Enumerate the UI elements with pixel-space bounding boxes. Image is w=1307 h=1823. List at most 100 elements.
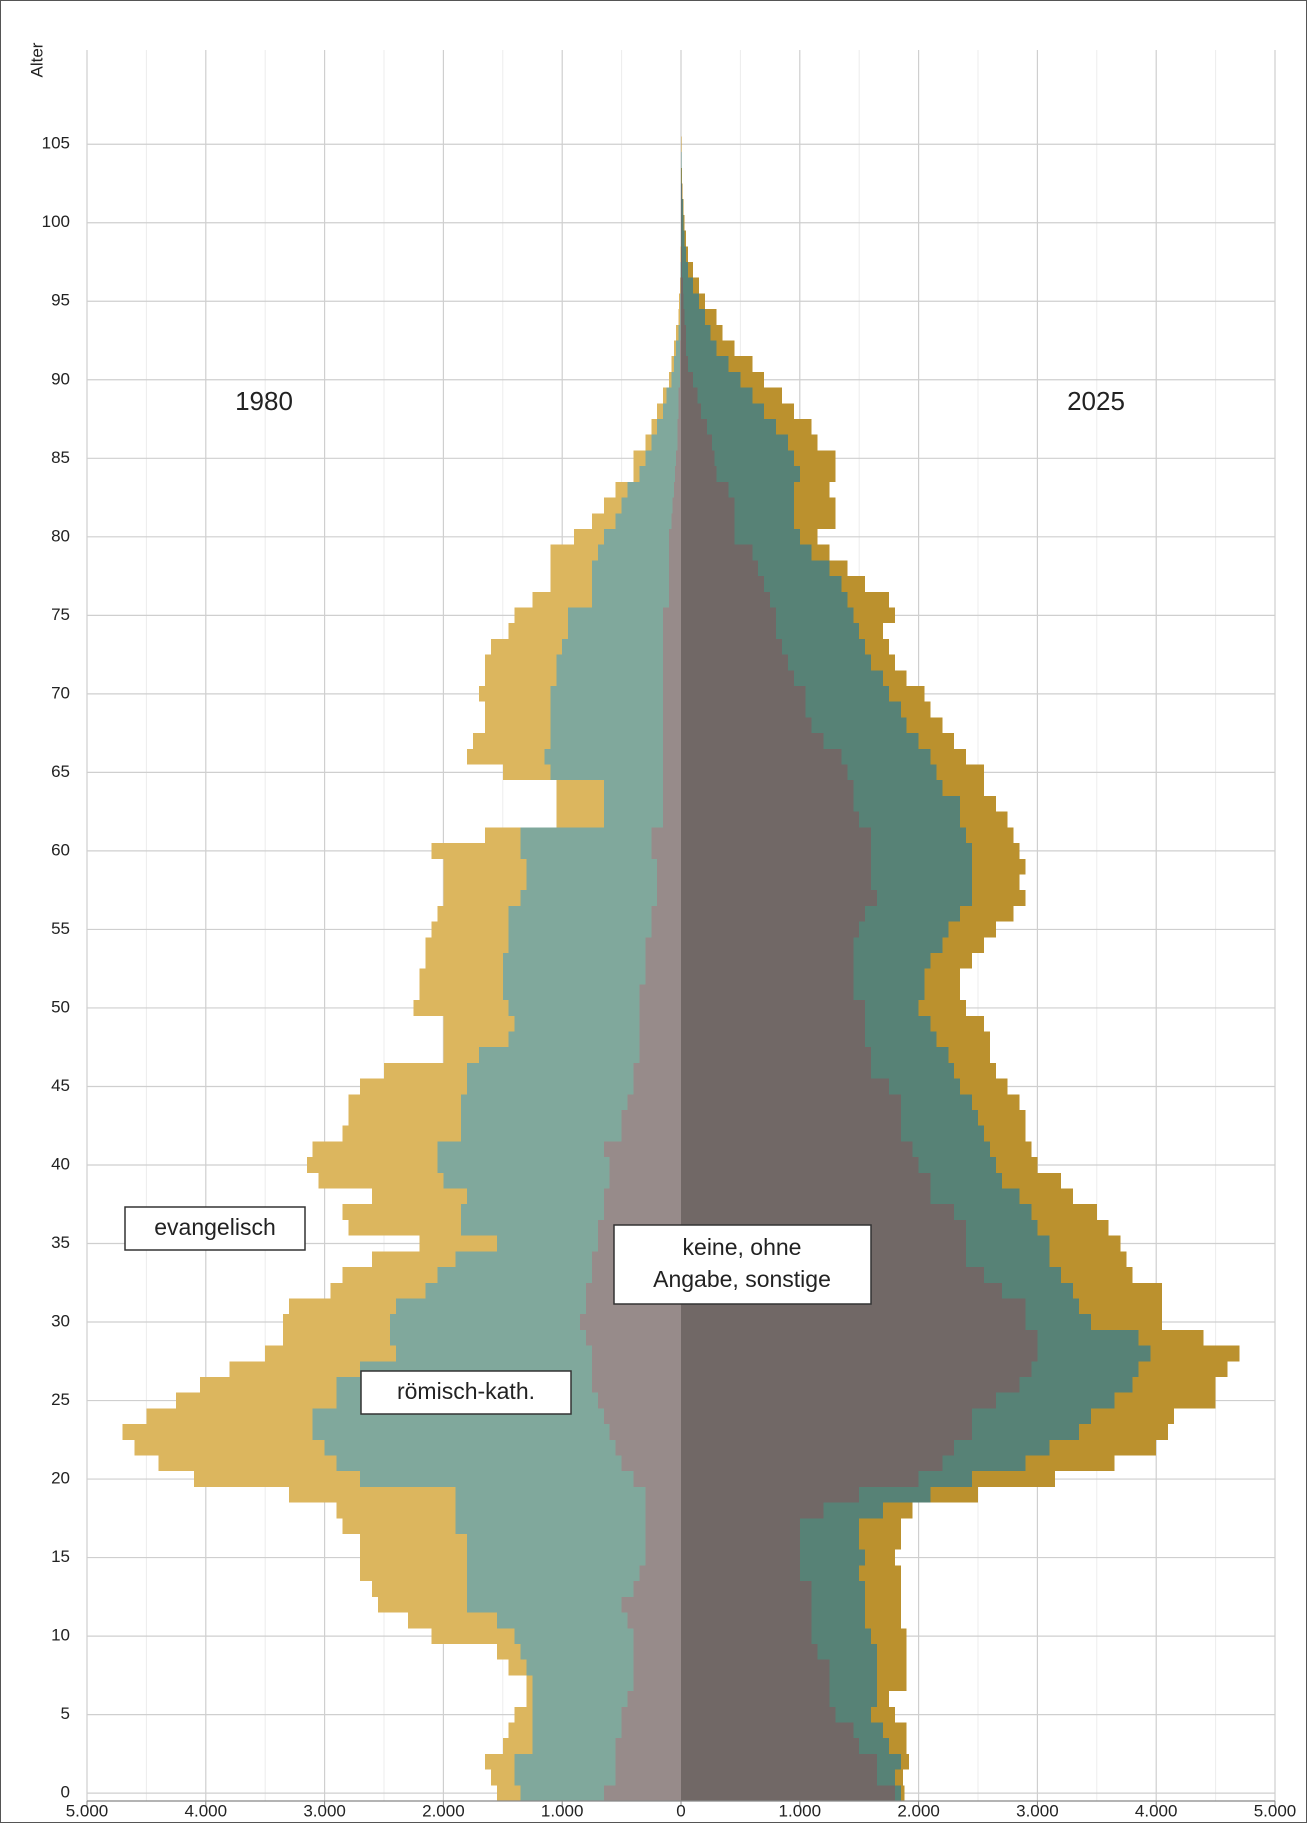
bar	[532, 1675, 634, 1692]
bar	[603, 780, 664, 796]
bar	[681, 544, 753, 561]
bar	[336, 1455, 622, 1472]
bar	[1090, 1408, 1175, 1425]
bar	[627, 1612, 681, 1629]
bar	[437, 1141, 604, 1158]
bar	[882, 670, 907, 687]
bar	[681, 497, 735, 514]
bar	[793, 497, 836, 514]
x-tick-label: 3.000	[303, 1801, 346, 1820]
bar	[479, 1047, 640, 1063]
bar	[697, 387, 753, 404]
bar	[591, 560, 670, 577]
bar	[681, 701, 806, 718]
bar	[657, 403, 664, 420]
x-tick-label: 1.000	[541, 1801, 584, 1820]
bar	[811, 544, 830, 561]
bar	[484, 1753, 515, 1770]
bar	[633, 1659, 681, 1676]
bar	[651, 434, 678, 451]
bar	[663, 638, 681, 655]
bar	[995, 1157, 1038, 1173]
bar	[681, 764, 848, 781]
bar	[972, 1471, 1056, 1487]
bar	[490, 638, 563, 655]
bar	[681, 1643, 818, 1660]
y-tick-label: 100	[42, 212, 70, 231]
bar	[942, 937, 984, 953]
bar	[681, 1376, 1020, 1393]
bar	[787, 654, 872, 671]
bar	[682, 262, 689, 278]
bar	[681, 1706, 836, 1723]
bar	[972, 1408, 1091, 1425]
bar	[681, 387, 698, 404]
bar	[707, 419, 777, 435]
bar	[966, 827, 1014, 844]
bar	[122, 1424, 313, 1440]
bar	[389, 1329, 586, 1346]
bar	[443, 1015, 515, 1032]
bar	[621, 1706, 681, 1723]
bar	[550, 686, 664, 702]
bar	[663, 795, 681, 812]
bar	[455, 1486, 646, 1503]
bar	[799, 466, 836, 482]
bar	[853, 1722, 883, 1739]
bar	[526, 1659, 634, 1676]
bar	[681, 1769, 878, 1786]
bar	[823, 1502, 883, 1519]
legend-label: Angabe, sonstige	[653, 1266, 831, 1292]
bar	[681, 1345, 1038, 1362]
bar	[526, 1675, 533, 1692]
bar	[645, 1518, 681, 1535]
bar	[682, 199, 684, 215]
bar	[645, 434, 652, 451]
bar	[859, 1518, 901, 1535]
bar	[514, 1769, 616, 1786]
bar	[684, 230, 686, 247]
bar	[419, 1235, 497, 1252]
x-tick-label: 3.000	[1016, 1801, 1059, 1820]
bar	[639, 984, 681, 1001]
bar	[615, 513, 672, 529]
bar	[1078, 1298, 1163, 1315]
bar	[882, 1502, 913, 1519]
bar	[681, 214, 682, 231]
bar	[680, 293, 681, 310]
bar	[684, 309, 705, 325]
bar	[983, 1125, 1026, 1142]
legend-box: römisch-kath.	[360, 1370, 572, 1415]
bar	[550, 733, 664, 749]
bar	[479, 686, 551, 702]
bar	[645, 937, 681, 953]
bar	[467, 1534, 646, 1550]
bar	[508, 1000, 640, 1016]
bar	[1132, 1376, 1216, 1393]
bar	[675, 466, 681, 482]
bar	[714, 450, 794, 467]
bar	[1031, 1204, 1097, 1220]
bar	[384, 1062, 468, 1079]
bar	[443, 1047, 480, 1063]
bar	[865, 1612, 901, 1629]
bar	[496, 1785, 521, 1801]
bar	[681, 1329, 1038, 1346]
bar	[532, 1706, 622, 1723]
bar	[781, 638, 866, 655]
bar	[550, 576, 592, 592]
bar	[1019, 1188, 1074, 1205]
bar	[265, 1345, 396, 1362]
bar	[681, 1078, 889, 1095]
bar	[681, 309, 685, 325]
bar	[199, 1376, 337, 1393]
bar	[669, 544, 681, 561]
bar	[859, 921, 949, 938]
bar	[681, 1000, 866, 1016]
bar	[1138, 1329, 1204, 1346]
bar	[348, 1094, 462, 1111]
bar	[502, 984, 640, 1001]
bar	[461, 1110, 622, 1126]
y-tick-label: 85	[51, 448, 70, 467]
bar	[657, 858, 681, 875]
